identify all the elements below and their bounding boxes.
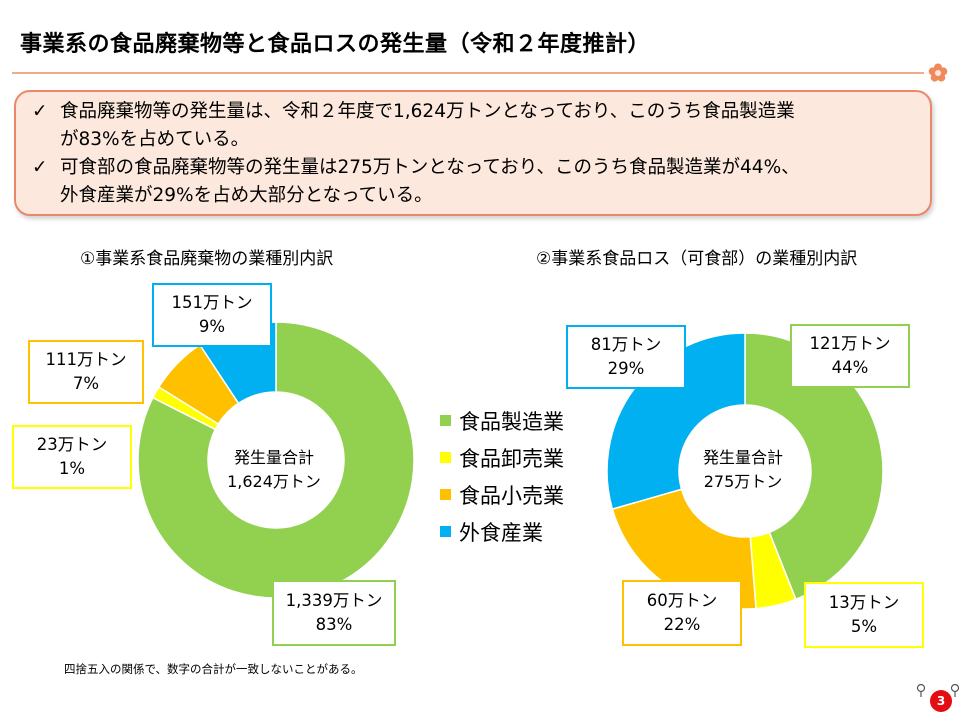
legend-label: 食品製造業 (459, 409, 564, 434)
chart-2-label-wholesale: 13万トン 5% (804, 582, 924, 648)
label-amount: 121万トン (809, 334, 891, 353)
chart-1-label-restaurant: 151万トン 9% (152, 283, 272, 347)
chart-1-label-manufacturing: 1,339万トン 83% (272, 580, 396, 646)
chart-2-center-label: 発生量合計 275万トン (683, 446, 803, 494)
center-label-value: 275万トン (703, 472, 783, 491)
label-amount: 111万トン (45, 350, 127, 369)
summary-text: 可食部の食品廃棄物等の発生量は275万トンとなっており、このうち食品製造業が44… (60, 157, 800, 178)
legend-swatch (440, 526, 451, 537)
footnote: 四捨五入の関係で、数字の合計が一致しないことがある。 (64, 662, 363, 676)
legend-swatch (440, 452, 451, 463)
center-label-value: 1,624万トン (227, 472, 321, 491)
page-title: 事業系の食品廃棄物等と食品ロスの発生量（令和２年度推計） (20, 32, 651, 57)
chart-2-label-retail: 60万トン 22% (622, 580, 742, 646)
legend-swatch (440, 489, 451, 500)
chart-1-label-retail: 111万トン 7% (28, 340, 144, 404)
chart-1-slice-manufacturing (137, 321, 415, 599)
page-number: 3 (930, 690, 952, 712)
label-amount: 81万トン (590, 335, 662, 354)
chart-2-donut (606, 332, 884, 610)
label-percent: 5% (850, 617, 878, 636)
title-divider (12, 72, 924, 74)
label-amount: 23万トン (36, 435, 108, 454)
legend-swatch (440, 415, 451, 426)
label-percent: 83% (315, 615, 353, 634)
center-label-title: 発生量合計 (233, 448, 314, 467)
label-amount: 13万トン (828, 593, 900, 612)
chart-2-title: ②事業系食品ロス（可食部）の業種別内訳 (536, 249, 858, 269)
legend-label: 食品小売業 (459, 483, 564, 508)
label-percent: 1% (58, 459, 86, 478)
label-percent: 7% (72, 374, 100, 393)
pin-icon (916, 684, 926, 697)
legend-item: 食品製造業 (440, 402, 564, 439)
label-percent: 9% (198, 317, 226, 336)
chart-1-label-wholesale: 23万トン 1% (12, 425, 132, 489)
label-percent: 22% (663, 615, 701, 634)
summary-bullet-2: ✓ 可食部の食品廃棄物等の発生量は275万トンとなっており、このうち食品製造業が… (32, 154, 920, 210)
legend-item: 食品小売業 (440, 476, 564, 513)
summary-box: ✓ 食品廃棄物等の発生量は、令和２年度で1,624万トンとなっており、このうち食… (14, 90, 932, 216)
pin-icon (950, 684, 960, 697)
check-icon: ✓ (32, 101, 48, 122)
summary-text: が83%を占めている。 (60, 129, 250, 150)
summary-bullet-1: ✓ 食品廃棄物等の発生量は、令和２年度で1,624万トンとなっており、このうち食… (32, 98, 920, 154)
label-amount: 1,339万トン (285, 591, 383, 610)
label-percent: 29% (607, 359, 645, 378)
plum-blossom-icon (928, 63, 948, 82)
check-icon: ✓ (32, 157, 48, 178)
center-label-title: 発生量合計 (702, 448, 783, 467)
legend-item: 食品卸売業 (440, 439, 564, 476)
chart-2-label-restaurant: 81万トン 29% (566, 325, 686, 389)
label-amount: 151万トン (171, 293, 253, 312)
chart-1-title: ①事業系食品廃棄物の業種別内訳 (80, 249, 334, 269)
chart-2-slice-restaurant (606, 332, 746, 511)
label-amount: 60万トン (646, 591, 718, 610)
summary-text: 食品廃棄物等の発生量は、令和２年度で1,624万トンとなっており、このうち食品製… (60, 101, 795, 122)
legend-label: 食品卸売業 (459, 446, 564, 471)
legend-item: 外食産業 (440, 513, 564, 550)
chart-legend: 食品製造業 食品卸売業 食品小売業 外食産業 (440, 402, 564, 550)
label-percent: 44% (831, 358, 869, 377)
chart-2-label-manufacturing: 121万トン 44% (790, 324, 910, 388)
chart-1-center-label: 発生量合計 1,624万トン (214, 446, 334, 494)
legend-label: 外食産業 (459, 520, 543, 545)
summary-text: 外食産業が29%を占め大部分となっている。 (60, 185, 433, 206)
